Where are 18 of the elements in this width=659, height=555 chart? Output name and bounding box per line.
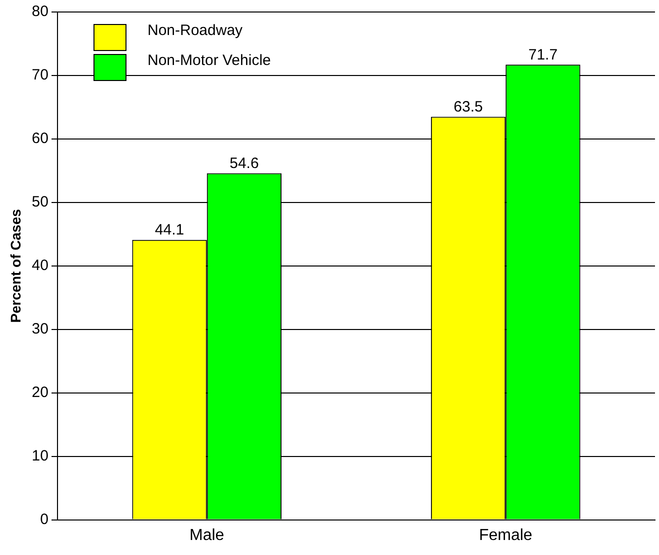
y-tick-label: 20 [32,384,48,401]
legend-label: Non-Motor Vehicle [147,52,271,70]
x-tick-label: Female [478,526,532,544]
y-tick-label: 0 [40,510,48,528]
data-label: 71.7 [528,46,558,64]
legend-label: Non-Roadway [147,22,244,40]
y-tick-label: 80 [32,3,48,20]
y-axis-title: Percent of Cases [7,208,24,323]
y-tick-label: 60 [32,130,48,148]
y-tick-label: 10 [32,447,48,464]
x-tick-label: Male [190,526,224,544]
y-tick-label: 40 [32,257,48,274]
y-tick-label: 70 [32,66,48,84]
data-label: 63.5 [454,98,483,116]
data-label: 54.6 [230,154,259,172]
y-tick-label: 50 [32,194,48,211]
y-tick-label: 30 [32,320,48,338]
data-label: 44.1 [154,222,184,239]
